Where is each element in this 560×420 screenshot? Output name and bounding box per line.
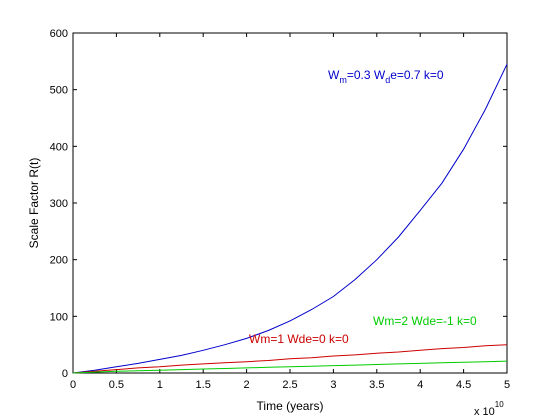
x-tick-label: 2 (244, 379, 250, 391)
x-tick-label: 0.5 (109, 379, 124, 391)
annotation-series-1: Wm=0.3 Wde=0.7 k=0 (328, 68, 444, 85)
annotation-series-2: Wm=1 Wde=0 k=0 (249, 332, 349, 346)
x-axis-label: Time (years) (257, 399, 324, 413)
y-axis-label: Scale Factor R(t) (27, 158, 41, 249)
x-exponent-power: 10 (495, 400, 504, 409)
y-tick-label: 500 (50, 85, 68, 97)
x-tick-label: 1 (157, 379, 163, 391)
y-tick-label: 600 (50, 28, 68, 40)
annotation-series-3: Wm=2 Wde=-1 k=0 (373, 314, 477, 328)
x-tick-label: 2.5 (282, 379, 297, 391)
axis-ticks: 0 0.5 1 1.5 2 2.5 3 3.5 4 4.5 5 0 100 200 300 400 500 600 (50, 28, 510, 391)
x-tick-label: 1.5 (196, 379, 211, 391)
plot-area (72, 32, 508, 374)
x-tick-label: 0 (70, 379, 76, 391)
x-tick-label: 4.5 (456, 379, 471, 391)
x-tick-label: 4 (417, 379, 423, 391)
series-line-2 (72, 344, 508, 374)
y-tick-label: 0 (62, 368, 68, 380)
x-tick-label: 3.5 (369, 379, 384, 391)
y-tick-label: 100 (50, 311, 68, 323)
y-tick-label: 400 (50, 141, 68, 153)
series-lines (72, 63, 508, 374)
y-tick-label: 200 (50, 255, 68, 267)
x-tick-label: 3 (330, 379, 336, 391)
series-line-3 (72, 360, 508, 374)
y-tick-label: 300 (50, 198, 68, 210)
series-line-1 (72, 63, 508, 374)
x-tick-label: 5 (504, 379, 510, 391)
x-exponent-base: x 10 (474, 406, 495, 418)
x-exponent-label: x 1010 (474, 400, 504, 418)
